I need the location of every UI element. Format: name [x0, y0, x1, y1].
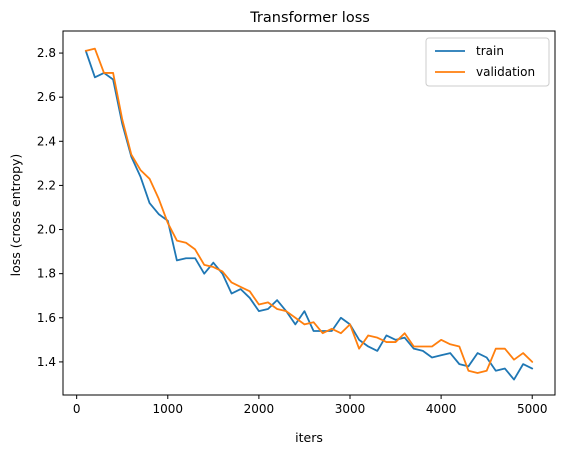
- legend-box: [425, 37, 550, 87]
- y-axis-label: loss (cross entropy): [8, 154, 23, 277]
- x-tick-label: 5000: [517, 402, 548, 416]
- legend-label-validation: validation: [476, 65, 535, 79]
- y-tick-label: 2.2: [37, 178, 56, 192]
- chart-title: Transformer loss: [249, 10, 370, 26]
- y-tick-label: 1.8: [37, 267, 56, 281]
- series-line-validation: [84, 47, 534, 374]
- y-tick-label: 1.4: [37, 355, 56, 369]
- series-line-train: [84, 49, 534, 381]
- x-tick-label: 1000: [153, 402, 184, 416]
- y-tick-label: 2.6: [37, 90, 56, 104]
- legend: train validation: [425, 37, 550, 87]
- x-tick-label: 2000: [244, 402, 275, 416]
- y-axis-ticks: 1.4 1.6 1.8 2.0 2.2 2.4 2.6 2.8: [37, 46, 63, 369]
- y-tick-label: 2.4: [37, 134, 56, 148]
- y-tick-label: 1.6: [37, 311, 56, 325]
- plot-lines: [84, 47, 534, 381]
- x-axis-label: iters: [295, 430, 323, 445]
- y-tick-label: 2.0: [37, 223, 56, 237]
- x-tick-label: 4000: [426, 402, 457, 416]
- legend-label-train: train: [476, 44, 504, 58]
- y-tick-label: 2.8: [37, 46, 56, 60]
- x-tick-label: 0: [73, 402, 81, 416]
- x-tick-label: 3000: [335, 402, 366, 416]
- plot-frame: [62, 30, 556, 396]
- x-axis-ticks: 0 1000 2000 3000 4000 5000: [73, 395, 548, 416]
